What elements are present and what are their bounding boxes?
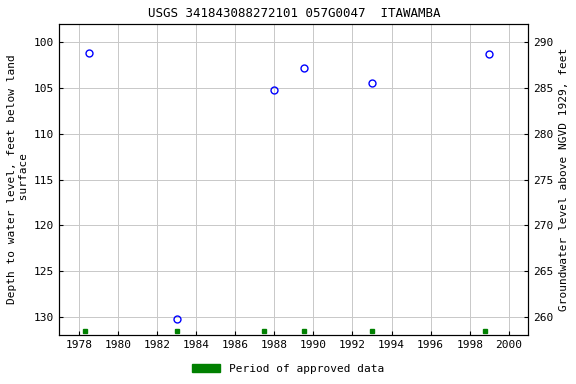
- Y-axis label: Depth to water level, feet below land
 surface: Depth to water level, feet below land su…: [7, 55, 29, 305]
- Title: USGS 341843088272101 057G0047  ITAWAMBA: USGS 341843088272101 057G0047 ITAWAMBA: [147, 7, 440, 20]
- Y-axis label: Groundwater level above NGVD 1929, feet: Groundwater level above NGVD 1929, feet: [559, 48, 569, 311]
- Legend: Period of approved data: Period of approved data: [188, 359, 388, 379]
